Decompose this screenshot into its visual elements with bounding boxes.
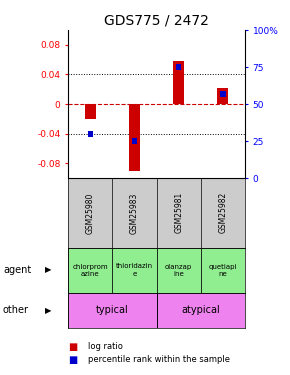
Bar [88, 131, 93, 136]
Text: GSM25982: GSM25982 [218, 192, 227, 233]
Text: ▶: ▶ [45, 266, 51, 274]
Bar [220, 91, 226, 97]
Bar [218, 88, 229, 104]
Title: GDS775 / 2472: GDS775 / 2472 [104, 13, 209, 27]
Text: agent: agent [3, 265, 31, 275]
Text: quetiapi
ne: quetiapi ne [209, 264, 237, 276]
Text: chlorprom
azine: chlorprom azine [72, 264, 108, 276]
Text: ▶: ▶ [45, 306, 51, 315]
Text: typical: typical [96, 305, 129, 315]
Text: ■: ■ [68, 342, 77, 352]
Text: other: other [3, 305, 29, 315]
Bar [201, 248, 245, 292]
Bar [68, 248, 112, 292]
Text: thioridazin
e: thioridazin e [116, 264, 153, 276]
Bar [173, 61, 184, 104]
Text: atypical: atypical [182, 305, 220, 315]
Bar [129, 104, 140, 171]
Bar [112, 248, 157, 292]
Text: ■: ■ [68, 355, 77, 365]
Text: log ratio: log ratio [88, 342, 123, 351]
Bar [68, 292, 157, 328]
Text: olanzap
ine: olanzap ine [165, 264, 192, 276]
Text: GSM25981: GSM25981 [174, 192, 183, 233]
Text: GSM25983: GSM25983 [130, 192, 139, 234]
Bar [157, 292, 245, 328]
Bar [85, 104, 96, 119]
Bar [157, 248, 201, 292]
Text: GSM25980: GSM25980 [86, 192, 95, 234]
Bar [132, 138, 137, 144]
Bar [176, 64, 181, 70]
Text: percentile rank within the sample: percentile rank within the sample [88, 356, 231, 364]
